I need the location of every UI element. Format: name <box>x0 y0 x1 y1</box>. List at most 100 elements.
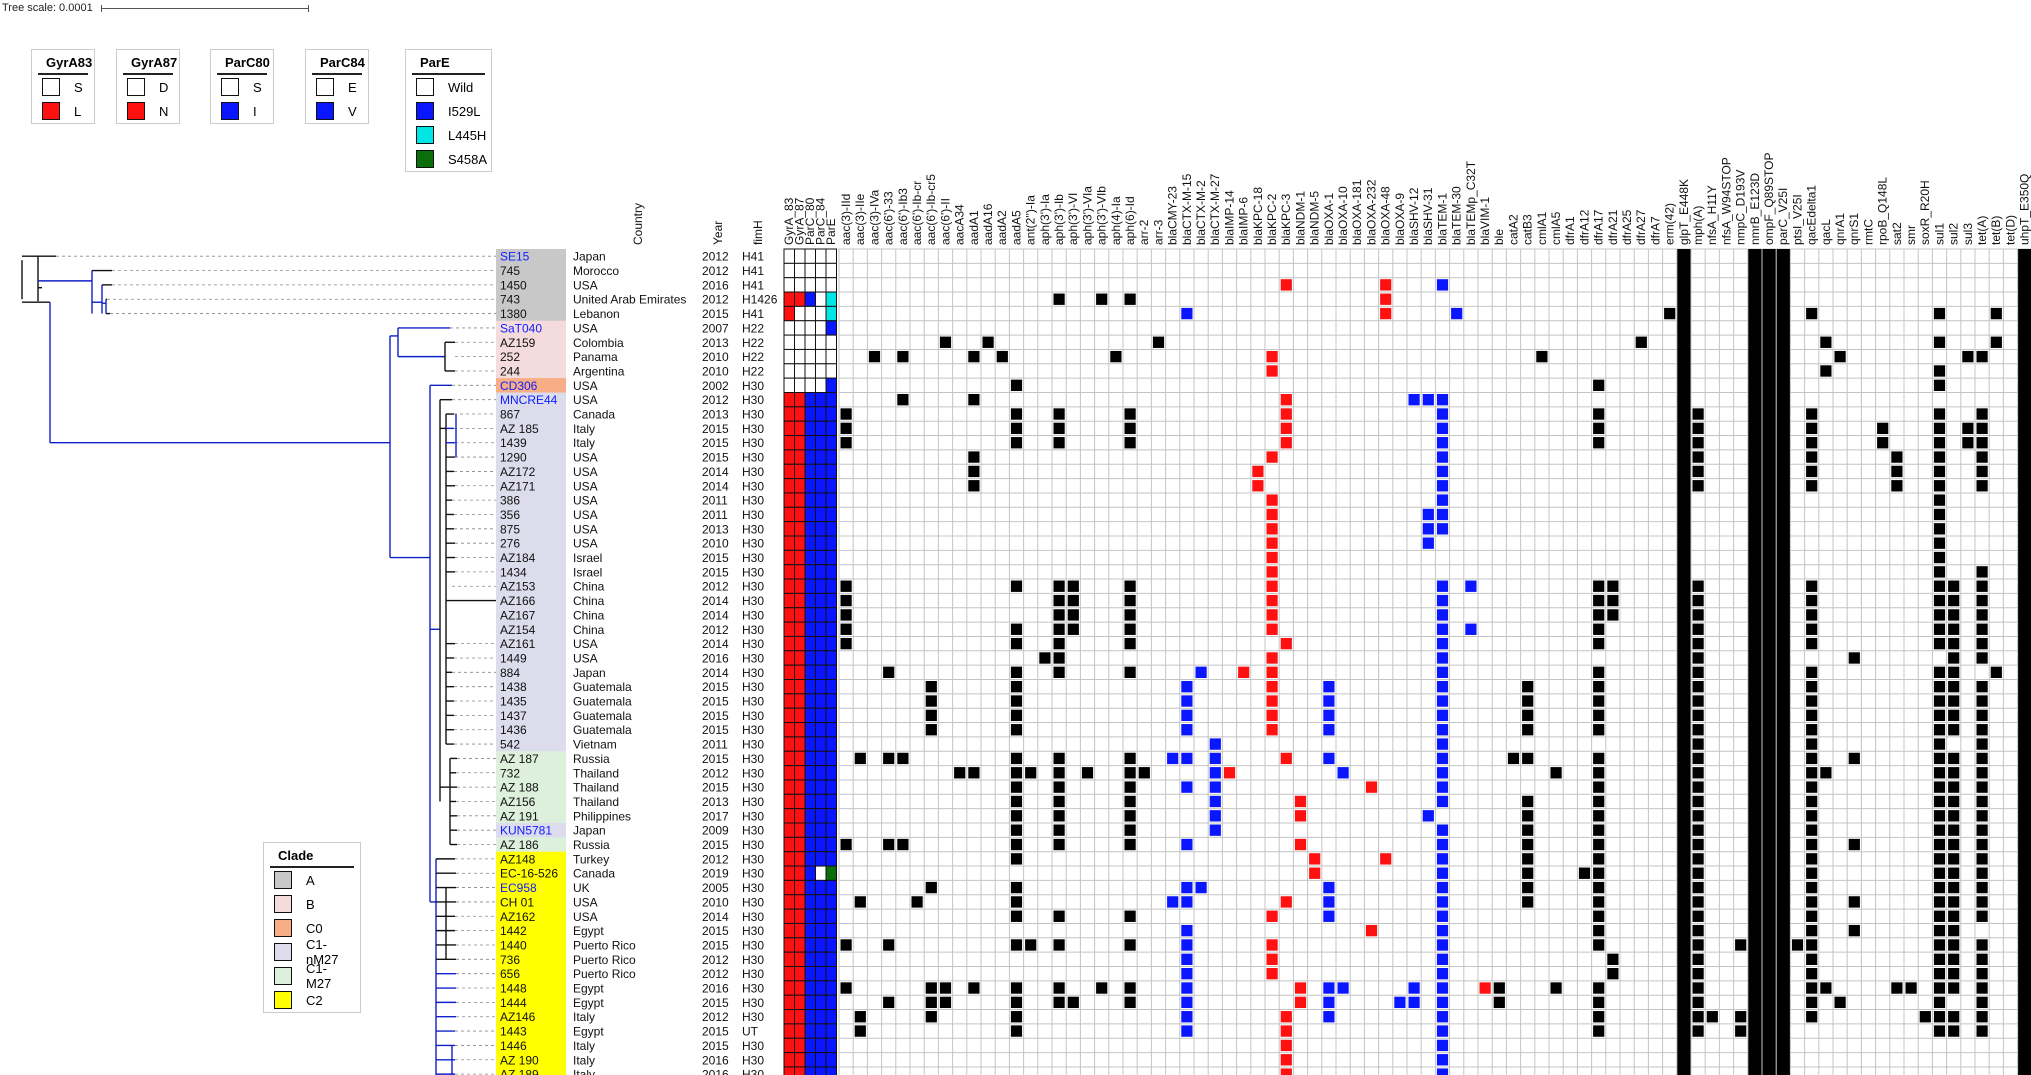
gene-presence-mark <box>1266 365 1278 377</box>
gene-presence-mark <box>1635 336 1647 348</box>
fimh-label: H30 <box>742 408 764 422</box>
gene-presence-mark <box>1933 408 1946 420</box>
mutation-cell <box>815 722 827 738</box>
gene-column-header: blaTEM-30 <box>1450 186 1464 245</box>
gene-presence-mark <box>1933 1011 1946 1023</box>
year-label: 2012 <box>702 393 729 407</box>
gene-presence-mark <box>1692 781 1704 793</box>
country-label: USA <box>573 522 598 536</box>
gene-presence-mark <box>1252 480 1264 492</box>
gene-presence-mark <box>1933 681 1946 693</box>
gene-presence-mark <box>1990 336 2002 348</box>
gene-presence-mark <box>1181 781 1193 793</box>
gene-presence-mark <box>1010 637 1023 650</box>
gene-presence-mark <box>840 609 852 621</box>
gene-presence-mark <box>1493 996 1505 1009</box>
mutation-cell <box>825 535 837 551</box>
gene-presence-mark <box>1522 881 1534 894</box>
gene-presence-mark <box>1933 365 1946 377</box>
gene-presence-mark <box>1280 752 1292 765</box>
legend-title: ParC80 <box>217 52 270 75</box>
gene-presence-mark <box>1209 781 1221 793</box>
gene-presence-mark <box>1692 437 1704 449</box>
legend-gyra87: GyrA87 D N <box>116 49 180 124</box>
gene-presence-mark <box>840 637 852 650</box>
isolate-label: AZ153 <box>500 580 536 594</box>
mutation-cell <box>783 492 795 508</box>
gene-presence-mark <box>1962 350 1974 363</box>
mutation-cell <box>783 664 795 681</box>
mutation-cell <box>825 449 837 465</box>
gene-presence-mark <box>1266 537 1278 549</box>
mutation-cell <box>794 506 806 523</box>
fimh-label: H30 <box>742 996 764 1010</box>
gene-presence-mark <box>1067 609 1079 621</box>
mutation-cell <box>794 937 806 953</box>
gene-presence-mark <box>1593 437 1605 449</box>
mutation-cell <box>815 851 827 867</box>
year-label: 2012 <box>702 766 729 780</box>
gene-presence-mark <box>1280 394 1292 406</box>
gene-column-header: dfrA1 <box>1563 216 1577 245</box>
isolate-label: 884 <box>500 666 520 680</box>
fimh-label: H30 <box>742 838 764 852</box>
gene-column-header: blaKPC-3 <box>1279 193 1293 245</box>
gene-presence-mark <box>1806 666 1818 678</box>
gene-presence-mark <box>1692 408 1704 420</box>
isolate-label: CD306 <box>500 379 538 393</box>
gene-presence-mark <box>1522 724 1534 736</box>
gene-presence-mark <box>1976 594 1988 607</box>
year-label: 2015 <box>702 709 729 723</box>
gene-presence-mark <box>1124 982 1136 994</box>
gene-presence-mark <box>1436 1054 1449 1066</box>
legend-gyra83: GyrA83 S L <box>31 49 95 124</box>
gene-presence-mark <box>1933 924 1946 937</box>
gene-presence-mark <box>1053 580 1065 592</box>
mutation-cell <box>804 248 816 264</box>
mutation-cell <box>794 262 806 279</box>
country-label: Egypt <box>573 996 604 1010</box>
gene-presence-mark <box>1053 810 1065 822</box>
gene-column-header: nmpC_D193V <box>1734 170 1748 245</box>
mutation-cell <box>804 435 816 451</box>
gene-presence-mark <box>1266 953 1278 965</box>
gene-presence-mark <box>1096 982 1108 994</box>
fimh-label: H30 <box>742 451 764 465</box>
gene-presence-mark <box>1692 451 1704 463</box>
mutation-cell <box>825 922 837 939</box>
clade-color-cell <box>496 536 566 551</box>
gene-presence-mark <box>1436 881 1449 894</box>
mutation-cell <box>825 1023 837 1039</box>
gene-presence-mark <box>1593 752 1605 765</box>
gene-column-header: blaTEM-1 <box>1435 193 1449 245</box>
gene-presence-mark <box>1436 623 1449 635</box>
gene-presence-mark <box>1692 652 1704 664</box>
mutation-cell <box>815 320 827 336</box>
mutation-cell <box>825 607 837 623</box>
legend-swatch <box>274 871 292 889</box>
gene-column-header: glpT_E448K <box>1677 179 1691 245</box>
gene-column-header: blaOXA-9 <box>1393 193 1407 245</box>
clade-color-cell <box>496 952 566 967</box>
year-label: 2014 <box>702 479 729 493</box>
fimh-label: H30 <box>742 594 764 608</box>
gene-presence-mark <box>1948 810 1960 822</box>
gene-presence-mark <box>1933 494 1946 506</box>
mutation-cell <box>825 277 837 293</box>
gene-presence-mark <box>1266 551 1278 564</box>
gene-presence-mark <box>1209 767 1221 779</box>
legend-item: L <box>32 99 94 123</box>
gene-presence-mark <box>1550 982 1562 994</box>
gene-column-header: aac(3)-IId <box>839 194 853 245</box>
fimh-label: H30 <box>742 982 764 996</box>
mutation-cell <box>783 363 795 379</box>
isolate-label: 867 <box>500 408 520 422</box>
gene-presence-mark <box>1976 982 1988 994</box>
isolate-label: 252 <box>500 350 520 364</box>
fimh-label: H22 <box>742 321 764 335</box>
clade-color-cell <box>496 823 566 838</box>
gene-column-header: uhpT_E350Q <box>2018 174 2031 245</box>
fimh-header: fimH <box>751 220 765 245</box>
gene-presence-mark <box>1976 709 1988 722</box>
mutation-cell <box>794 348 806 365</box>
